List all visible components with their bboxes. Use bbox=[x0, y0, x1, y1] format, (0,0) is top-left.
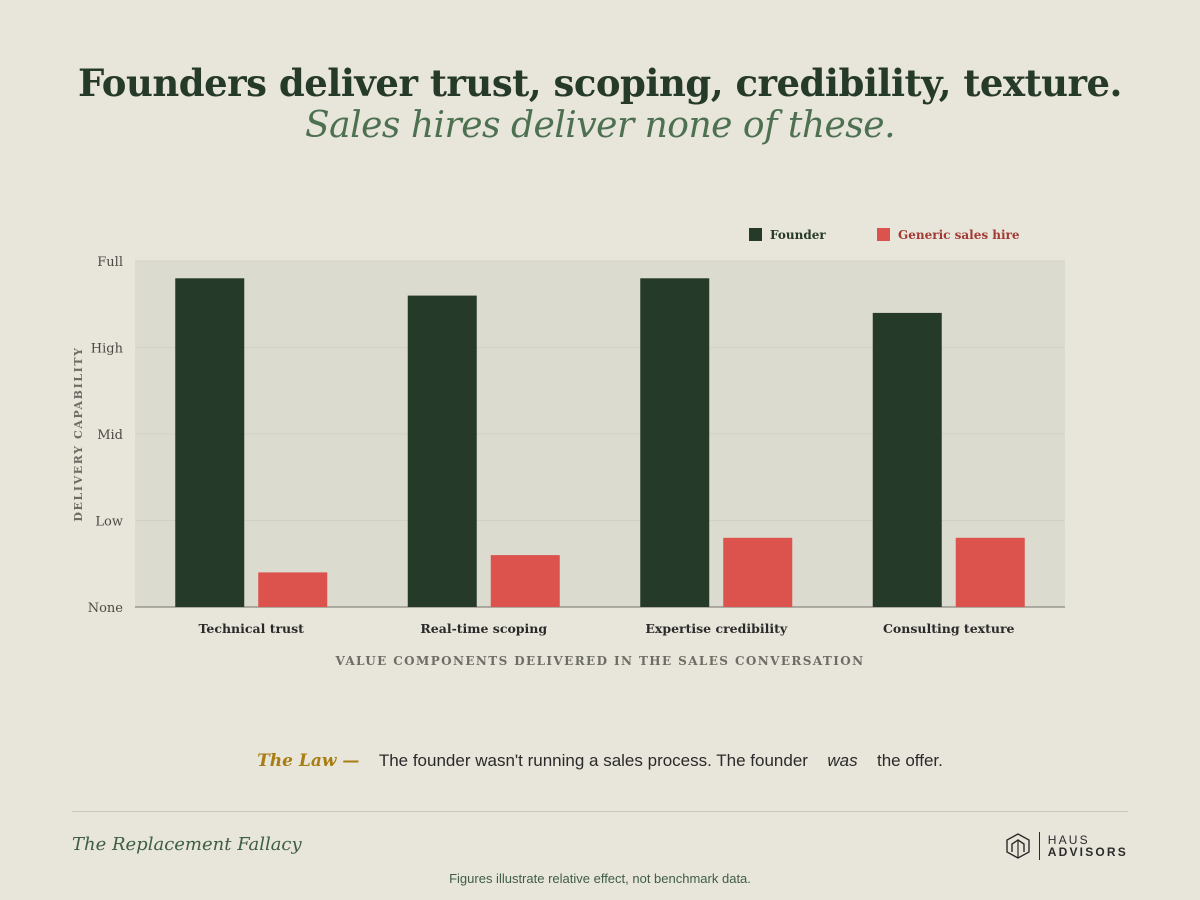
bar-sales-hire-1 bbox=[258, 572, 328, 607]
bar-founder-4 bbox=[872, 312, 942, 607]
law-statement: The Law — The founder wasn't running a s… bbox=[0, 749, 1200, 773]
bar-chart: None Low Mid High Full Technical trust Real-ti… bbox=[72, 228, 1065, 668]
x-tick-label: Consulting texture bbox=[883, 621, 1015, 636]
bar-sales-hire-4 bbox=[955, 537, 1025, 607]
house-hexagon-icon bbox=[1006, 833, 1030, 859]
law-emphasis: was bbox=[827, 751, 858, 770]
law-label: The Law — bbox=[257, 751, 360, 771]
y-tick-label: Full bbox=[97, 255, 123, 270]
y-tick-label: High bbox=[91, 342, 124, 357]
logo-wordmark: HAUS ADVISORS bbox=[1048, 834, 1128, 858]
y-tick-label: Mid bbox=[97, 428, 123, 443]
legend-swatch-founder bbox=[749, 228, 762, 241]
x-axis-title: VALUE COMPONENTS DELIVERED IN THE SALES … bbox=[335, 654, 865, 668]
bar-sales-hire-3 bbox=[723, 537, 793, 607]
logo-line-1: HAUS bbox=[1047, 833, 1090, 847]
haus-advisors-logo: HAUS ADVISORS bbox=[1005, 831, 1128, 861]
law-text-after: the offer. bbox=[877, 751, 943, 770]
y-tick-label: Low bbox=[95, 515, 123, 530]
series-name: The Replacement Fallacy bbox=[72, 834, 302, 855]
bar-founder-1 bbox=[175, 278, 245, 607]
x-tick-label: Technical trust bbox=[199, 621, 305, 636]
footnote: Figures illustrate relative effect, not … bbox=[449, 871, 751, 886]
bar-founder-3 bbox=[640, 278, 710, 607]
footer-divider bbox=[72, 811, 1128, 812]
bar-founder-2 bbox=[407, 295, 477, 607]
y-tick-label: None bbox=[88, 601, 124, 616]
x-tick-label: Real-time scoping bbox=[420, 621, 547, 636]
page-subtitle: Sales hires deliver none of these. bbox=[304, 105, 896, 146]
y-axis-title: DELIVERY CAPABILITY bbox=[72, 346, 85, 521]
law-text-before: The founder wasn't running a sales proce… bbox=[378, 751, 808, 770]
legend-swatch-sales-hire bbox=[877, 228, 890, 241]
legend-label-founder: Founder bbox=[770, 228, 826, 242]
logo-separator bbox=[1038, 832, 1040, 860]
page-title: Founders deliver trust, scoping, credibi… bbox=[78, 61, 1122, 105]
logo-line-2: ADVISORS bbox=[1047, 845, 1128, 859]
bar-sales-hire-2 bbox=[490, 555, 560, 607]
legend-label-sales-hire: Generic sales hire bbox=[898, 228, 1020, 242]
x-tick-label: Expertise credibility bbox=[645, 621, 788, 636]
